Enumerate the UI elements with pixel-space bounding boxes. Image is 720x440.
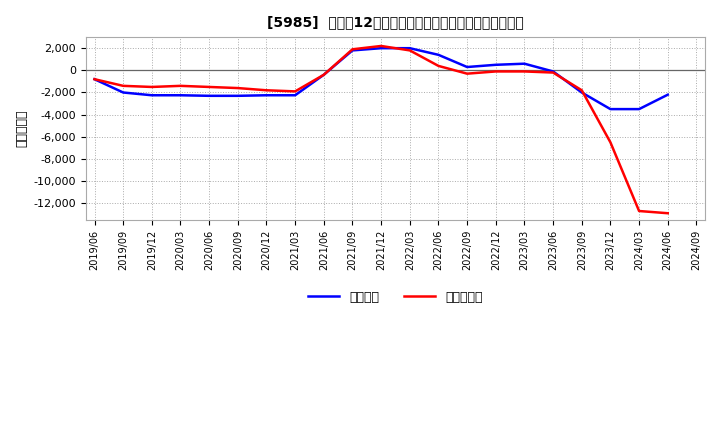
当期純利益 [119,83,127,88]
経常利益 [348,48,357,53]
経常利益 [320,72,328,77]
経常利益 [148,93,156,98]
経常利益 [204,93,213,99]
経常利益 [377,46,385,51]
経常利益 [90,77,99,82]
当期純利益 [463,71,472,76]
経常利益 [291,93,300,98]
経常利益 [635,106,644,112]
Line: 当期純利益: 当期純利益 [94,46,667,213]
経常利益 [434,52,443,58]
当期純利益 [606,139,615,145]
当期純利益 [291,89,300,94]
Title: [5985]  利益だ12か月移動合計の対前年同期増減額の推移: [5985] 利益だ12か月移動合計の対前年同期増減額の推移 [267,15,524,29]
経常利益 [233,93,242,99]
経常利益 [176,93,185,98]
経常利益 [119,90,127,95]
当期純利益 [90,77,99,82]
経常利益 [492,62,500,67]
当期純利益 [176,83,185,88]
経常利益 [405,46,414,51]
当期純利益 [233,85,242,91]
当期純利益 [148,84,156,90]
経常利益 [463,64,472,70]
Y-axis label: （百万円）: （百万円） [15,110,28,147]
当期純利益 [663,211,672,216]
当期純利益 [377,43,385,48]
当期純利益 [520,69,528,74]
当期純利益 [577,88,586,93]
経常利益 [549,69,557,74]
当期純利益 [320,72,328,77]
経常利益 [663,92,672,97]
当期純利益 [348,47,357,52]
経常利益 [520,61,528,66]
当期純利益 [549,70,557,75]
Line: 経常利益: 経常利益 [94,48,667,109]
当期純利益 [492,69,500,74]
当期純利益 [204,84,213,90]
Legend: 経常利益, 当期純利益: 経常利益, 当期純利益 [303,286,488,309]
経常利益 [606,106,615,112]
当期純利益 [434,63,443,69]
経常利益 [262,93,271,98]
当期純利益 [405,48,414,53]
当期純利益 [635,209,644,214]
当期純利益 [262,88,271,93]
経常利益 [577,90,586,95]
